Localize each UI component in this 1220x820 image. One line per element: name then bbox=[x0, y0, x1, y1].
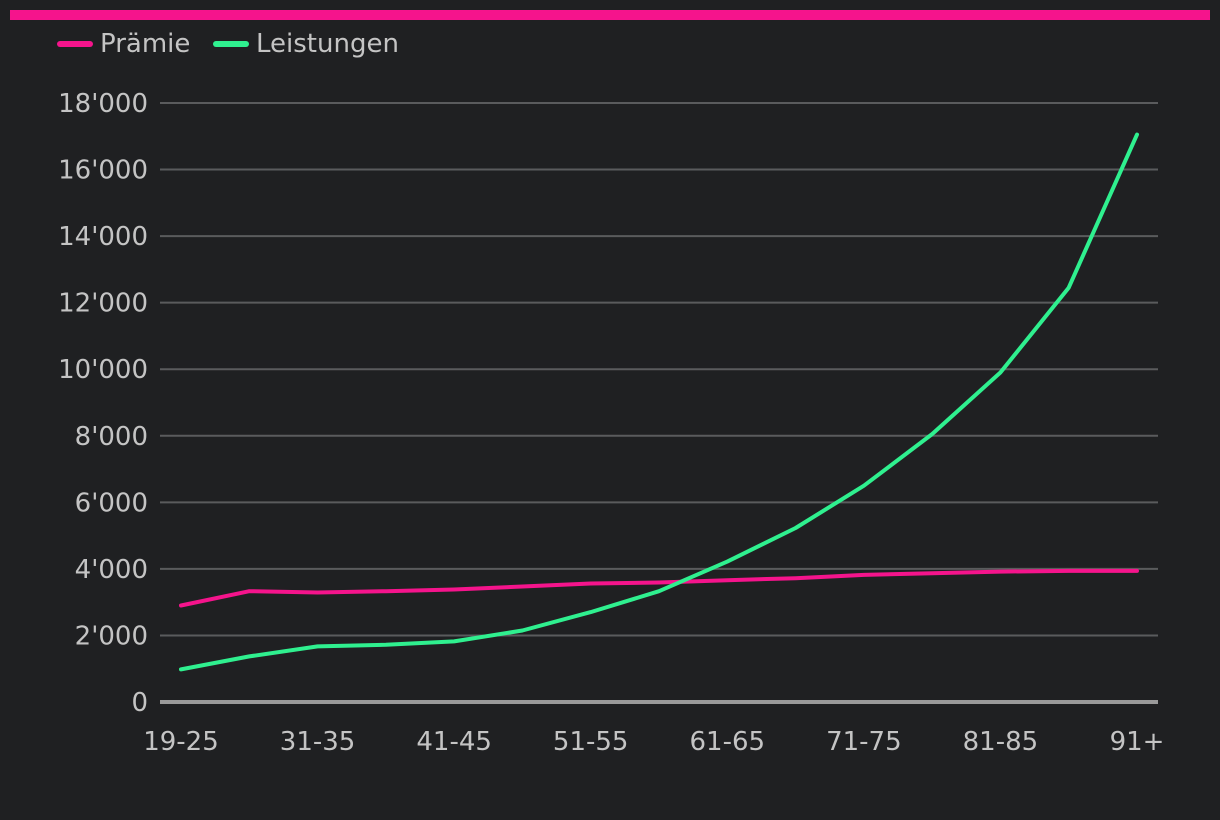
y-tick-label: 6'000 bbox=[75, 488, 148, 518]
y-tick-label: 18'000 bbox=[58, 89, 148, 119]
x-tick-label: 31-35 bbox=[280, 727, 356, 757]
y-tick-label: 4'000 bbox=[75, 555, 148, 585]
x-tick-label: 51-55 bbox=[553, 727, 629, 757]
y-tick-label: 14'000 bbox=[58, 222, 148, 252]
y-tick-label: 8'000 bbox=[75, 422, 148, 452]
legend: Prämie Leistungen bbox=[57, 29, 399, 59]
x-tick-label: 19-25 bbox=[143, 727, 219, 757]
x-tick-label: 71-75 bbox=[826, 727, 902, 757]
y-tick-label: 0 bbox=[131, 688, 148, 718]
y-tick-label: 12'000 bbox=[58, 289, 148, 319]
y-tick-label: 10'000 bbox=[58, 355, 148, 385]
y-tick-label: 2'000 bbox=[75, 621, 148, 651]
x-tick-label: 81-85 bbox=[963, 727, 1039, 757]
series-lines bbox=[179, 132, 1139, 672]
x-tick-label: 41-45 bbox=[416, 727, 492, 757]
series-line-leistungen bbox=[179, 132, 1139, 672]
axes: 0 2'000 4'000 6'000 8'000 10'000 12'000 14'000 1… bbox=[58, 89, 1164, 757]
accent-bar bbox=[10, 10, 1210, 20]
series-line-praemie bbox=[179, 568, 1139, 608]
legend-label-leistungen: Leistungen bbox=[256, 29, 399, 59]
grid bbox=[160, 102, 1158, 637]
y-tick-label: 16'000 bbox=[58, 156, 148, 186]
x-tick-label: 91+ bbox=[1110, 727, 1165, 757]
legend-label-praemie: Prämie bbox=[100, 29, 190, 59]
x-tick-label: 61-65 bbox=[690, 727, 766, 757]
